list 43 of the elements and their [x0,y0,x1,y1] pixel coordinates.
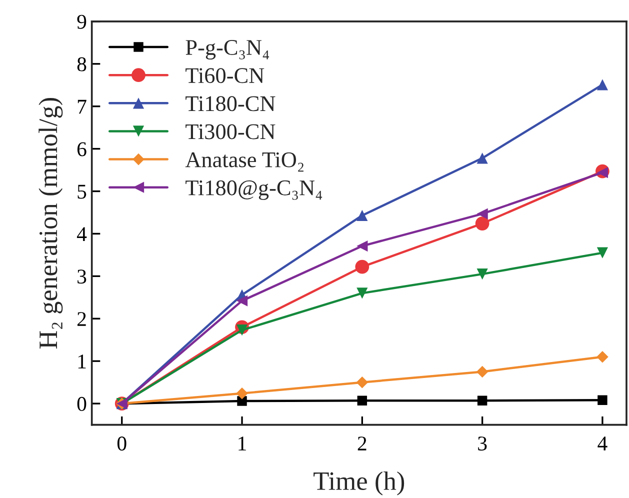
x-tick-label: 1 [238,436,246,450]
point [356,288,368,299]
point [475,216,490,230]
legend-label: P-g-C₃N₄ [186,40,270,60]
point [356,210,368,222]
x-tick-label: 0 [117,436,126,451]
legend-label: Anatase TiO₂ [185,152,304,172]
point [357,396,368,406]
point [596,79,608,90]
point [476,366,488,378]
y-tick-label: 1 [78,354,86,368]
y-axis-title: H₂ generation (mmol/g) [38,98,63,349]
point [355,260,370,274]
y-tick-label: 2 [77,312,86,326]
point [236,295,248,306]
point [236,387,248,400]
y-tick-label: 3 [78,270,86,284]
legend-label: Ti180@g-C₃N₄ [186,180,322,200]
y-tick-label: 9 [77,14,86,29]
x-tick-label: 3 [478,436,487,451]
y-tick-label: 6 [77,142,86,156]
point [596,247,608,258]
y-tick-label: 0 [77,396,86,411]
y-tick-label: 4 [76,227,87,241]
point [596,167,608,178]
point [476,152,488,164]
legend-label: Ti180-CN [186,96,276,112]
point [476,208,488,220]
y-tick-label: 5 [78,184,86,199]
point [356,240,368,252]
point [477,396,488,406]
y-tick-label: 8 [77,57,86,72]
point [236,324,248,336]
legend-label: Ti60-CN [186,68,264,84]
point [356,376,368,388]
x-tick-label: 2 [358,436,366,450]
point [598,395,608,406]
x-tick-label: 4 [598,436,608,450]
point [476,268,488,280]
legend-label: Ti300-CN [186,124,276,140]
x-axis-title: Time (h) [314,471,404,496]
y-tick-label: 7 [78,100,86,114]
point [596,350,608,363]
